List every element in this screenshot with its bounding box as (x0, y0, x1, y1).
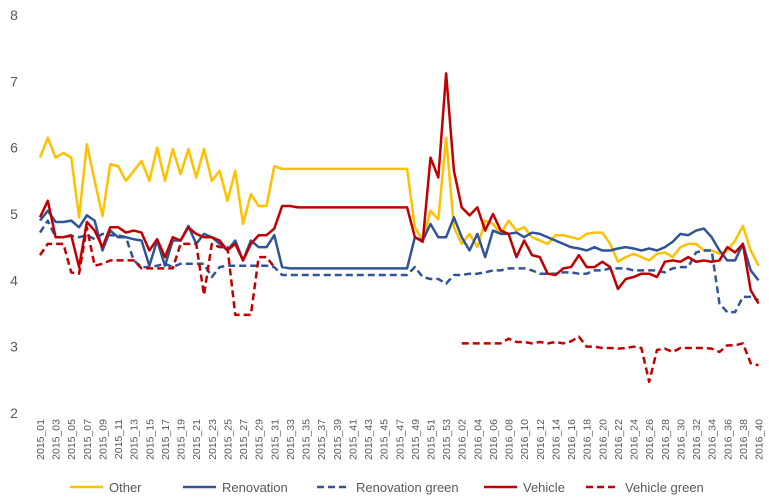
y-tick-label: 5 (10, 206, 18, 222)
x-tick-label: 2016_40 (754, 419, 766, 460)
x-tick-label: 2015_41 (347, 419, 359, 460)
x-tick-label: 2015_07 (82, 419, 94, 460)
y-tick-label: 4 (10, 272, 18, 288)
series-line (38, 219, 760, 314)
x-tick-label: 2016_06 (488, 419, 500, 460)
x-tick-label: 2015_15 (144, 419, 156, 460)
x-tick-label: 2016_38 (738, 419, 750, 460)
x-tick-label: 2015_11 (113, 419, 125, 459)
x-tick-label: 2015_21 (191, 419, 203, 460)
x-tick-label: 2016_22 (613, 419, 625, 460)
x-tick-label: 2016_12 (535, 419, 547, 460)
y-tick-label: 2 (10, 405, 18, 421)
x-tick-label: 2015_39 (332, 419, 344, 460)
x-tick-label: 2015_33 (285, 419, 297, 460)
x-tick-label: 2016_26 (644, 419, 656, 460)
x-tick-label: 2016_10 (519, 419, 531, 460)
x-tick-label: 2015_01 (35, 419, 47, 460)
x-tick-label: 2016_36 (722, 419, 734, 460)
x-tick-label: 2015_17 (160, 419, 172, 460)
x-tick-label: 2016_32 (691, 419, 703, 460)
x-tick-label: 2015_27 (238, 419, 250, 460)
x-tick-label: 2015_25 (222, 419, 234, 460)
x-tick-label: 2016_28 (660, 419, 672, 460)
y-tick-label: 3 (10, 339, 18, 355)
x-tick-label: 2016_24 (629, 419, 641, 460)
x-tick-label: 2015_09 (97, 419, 109, 460)
x-tick-label: 2016_14 (550, 419, 562, 460)
x-tick-label: 2015_37 (316, 419, 328, 460)
x-tick-label: 2015_51 (426, 419, 438, 460)
x-tick-label: 2016_16 (566, 419, 578, 460)
x-tick-label: 2015_03 (51, 419, 63, 460)
legend-label: Renovation green (356, 480, 459, 495)
x-tick-label: 2016_18 (582, 419, 594, 460)
x-tick-label: 2015_31 (269, 419, 281, 460)
y-tick-label: 8 (10, 7, 18, 23)
x-tick-label: 2015_53 (441, 419, 453, 460)
legend-label: Renovation (222, 480, 288, 495)
legend-label: Other (109, 480, 142, 495)
x-tick-label: 2015_45 (379, 419, 391, 460)
x-tick-label: 2015_35 (301, 419, 313, 460)
x-tick-label: 2016_04 (472, 419, 484, 460)
y-tick-label: 7 (10, 73, 18, 89)
x-tick-label: 2015_19 (176, 419, 188, 460)
series-line (39, 209, 760, 282)
x-tick-label: 2015_05 (66, 419, 78, 460)
series-line (38, 136, 760, 267)
x-tick-label: 2015_47 (394, 419, 406, 460)
x-tick-label: 2015_43 (363, 419, 375, 460)
x-tick-label: 2016_20 (597, 419, 609, 460)
x-tick-label: 2016_08 (504, 419, 516, 460)
legend-label: Vehicle green (625, 480, 704, 495)
x-tick-label: 2016_02 (457, 419, 469, 460)
x-tick-label: 2016_30 (675, 419, 687, 460)
legend-label: Vehicle (523, 480, 565, 495)
y-tick-label: 6 (10, 140, 18, 156)
x-tick-label: 2015_13 (129, 419, 141, 460)
x-tick-label: 2015_29 (254, 419, 266, 460)
x-tick-label: 2016_34 (707, 419, 719, 460)
series-line (38, 72, 760, 305)
x-tick-label: 2015_49 (410, 419, 422, 460)
x-tick-label: 2015_23 (207, 419, 219, 460)
series-line (38, 226, 759, 384)
